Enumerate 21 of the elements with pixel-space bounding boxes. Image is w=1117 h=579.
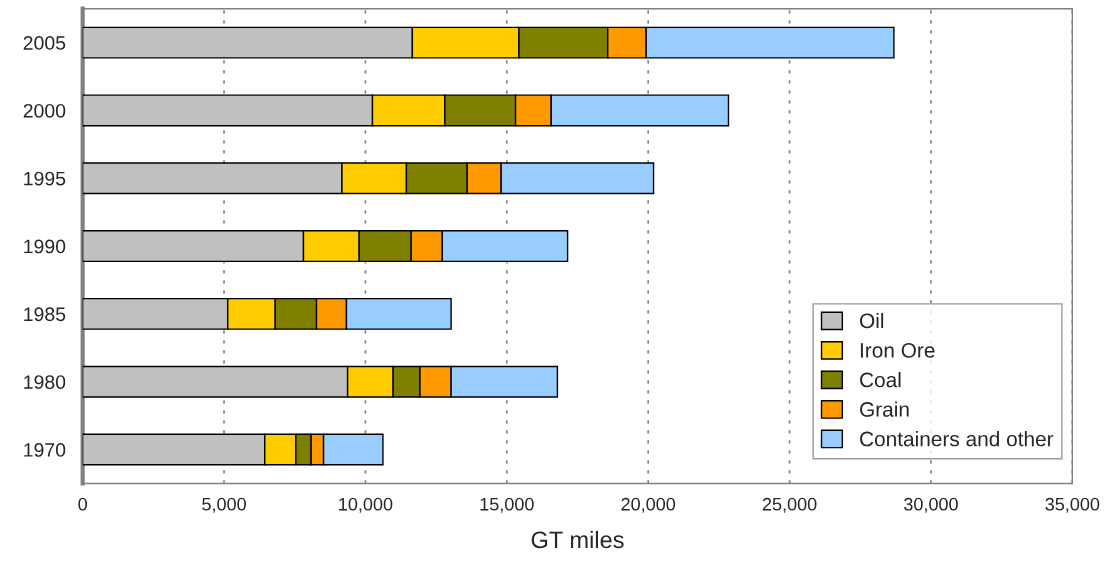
y-tick-label: 1985 bbox=[24, 307, 66, 322]
x-tick-label: 20,000 bbox=[621, 497, 676, 513]
y-tick-label: 1990 bbox=[24, 239, 66, 254]
legend-label: Oil bbox=[860, 312, 884, 329]
legend-label: Coal bbox=[860, 371, 901, 388]
legend-label: Iron Ore bbox=[860, 343, 935, 358]
x-tick-label: 0 bbox=[78, 497, 87, 511]
x-tick-label: 5,000 bbox=[202, 497, 246, 513]
x-tick-label: 25,000 bbox=[762, 497, 817, 513]
x-tick-label: 35,000 bbox=[1045, 497, 1100, 513]
y-tick-label: 1970 bbox=[24, 443, 66, 457]
legend-label: Grain bbox=[860, 401, 909, 417]
y-tick-label: 1980 bbox=[24, 375, 66, 389]
x-tick-label: 10,000 bbox=[339, 497, 393, 513]
y-tick-label: 2005 bbox=[23, 36, 66, 50]
x-axis-title: GT miles bbox=[531, 530, 624, 549]
x-tick-label: 15,000 bbox=[480, 497, 534, 513]
y-tick-label: 2000 bbox=[23, 103, 66, 118]
legend-label: Containers and other bbox=[860, 431, 1054, 447]
x-tick-label: 30,000 bbox=[904, 497, 958, 513]
y-tick-label: 1995 bbox=[24, 171, 66, 186]
